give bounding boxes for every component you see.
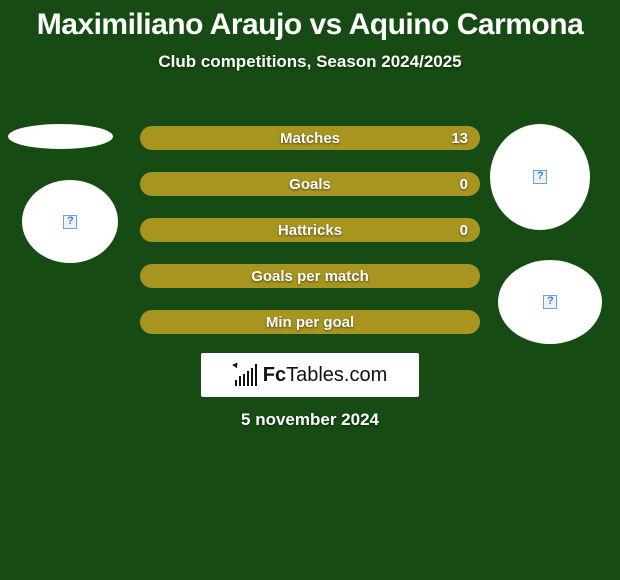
logo-inner: FcTables.com: [233, 364, 388, 387]
page-title: Maximiliano Araujo vs Aquino Carmona: [0, 0, 620, 42]
placeholder-icon: [533, 170, 547, 184]
stat-value: 13: [451, 130, 468, 147]
stat-label: Goals per match: [251, 268, 369, 285]
placeholder-icon: [543, 295, 557, 309]
stats-container: Matches 13 Goals 0 Hattricks 0 Goals per match…: [140, 126, 480, 356]
stat-row: Goals 0: [140, 172, 480, 196]
stat-row: Min per goal: [140, 310, 480, 334]
stat-label: Min per goal: [266, 314, 354, 331]
left-avatar: [22, 180, 118, 263]
stat-row: Hattricks 0: [140, 218, 480, 242]
logo-text: FcTables.com: [263, 364, 388, 387]
stat-value: 0: [460, 176, 468, 193]
placeholder-icon: [63, 215, 77, 229]
stat-label: Hattricks: [278, 222, 342, 239]
right-avatar-1: [490, 124, 590, 230]
right-avatar-2: [498, 260, 602, 344]
stat-value: 0: [460, 222, 468, 239]
bar-chart-icon: [233, 364, 259, 386]
page-subtitle: Club competitions, Season 2024/2025: [0, 52, 620, 72]
stat-row: Matches 13: [140, 126, 480, 150]
logo-suffix: Tables.com: [286, 364, 387, 386]
logo-prefix: Fc: [263, 364, 286, 386]
stat-row: Goals per match: [140, 264, 480, 288]
stat-label: Goals: [289, 176, 331, 193]
fctables-logo: FcTables.com: [201, 353, 419, 397]
left-ellipse: [8, 124, 113, 149]
page-date: 5 november 2024: [0, 410, 620, 430]
stat-label: Matches: [280, 130, 340, 147]
